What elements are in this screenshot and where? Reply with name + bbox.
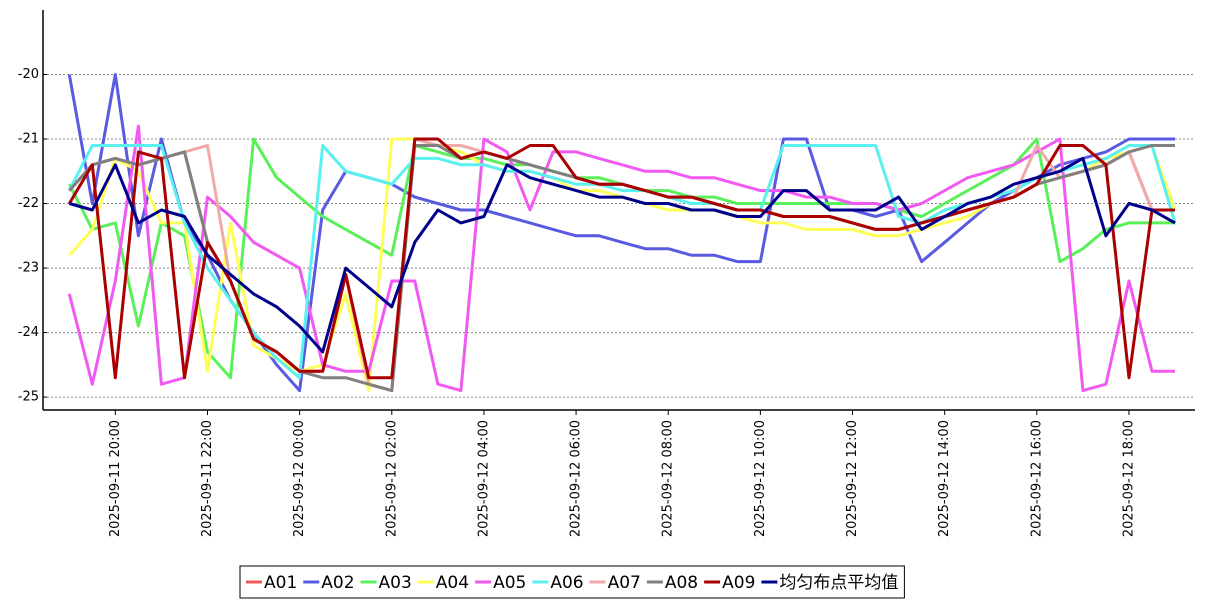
x-tick-label: 2025-09-11 22:00 — [200, 420, 215, 537]
x-tick-label: 2025-09-12 10:00 — [753, 420, 768, 537]
y-tick-label: -24 — [18, 325, 39, 340]
legend-label: A05 — [493, 573, 526, 593]
y-tick-label: -25 — [18, 390, 39, 405]
series-line — [67, 137, 1175, 380]
legend-label: A07 — [608, 573, 641, 593]
x-tick-label: 2025-09-12 18:00 — [1121, 420, 1136, 537]
y-tick-label: -22 — [18, 196, 39, 211]
legend-label: A09 — [722, 573, 755, 593]
x-tick-label: 2025-09-12 04:00 — [476, 420, 491, 537]
series-line — [68, 156, 1176, 354]
legend-label: A06 — [550, 573, 583, 593]
legend-box — [239, 565, 905, 599]
series-line — [67, 124, 1175, 393]
y-tick-label: -23 — [18, 261, 39, 276]
legend-label: A01 — [264, 573, 297, 593]
legend-label: A02 — [321, 573, 354, 593]
legend-label: 均匀布点平均值 — [779, 573, 898, 593]
x-tick-label: 2025-09-11 20:00 — [108, 420, 123, 537]
x-tick-label: 2025-09-12 06:00 — [569, 420, 584, 537]
x-tick-label: 2025-09-12 08:00 — [661, 420, 676, 537]
series-line — [68, 137, 1175, 393]
legend-label: A03 — [379, 573, 412, 593]
y-tick-label: -21 — [18, 132, 39, 147]
series-line — [68, 137, 1175, 393]
legend-label: A08 — [665, 573, 698, 593]
x-tick-label: 2025-09-12 02:00 — [384, 420, 399, 537]
x-tick-label: 2025-09-12 16:00 — [1029, 420, 1044, 537]
legend-label: A04 — [436, 573, 469, 593]
x-tick-label: 2025-09-12 12:00 — [845, 420, 860, 537]
x-tick-label: 2025-09-12 00:00 — [292, 420, 307, 537]
series-line — [68, 137, 1177, 393]
x-tick-label: 2025-09-12 14:00 — [937, 420, 952, 537]
y-tick-label: -20 — [18, 67, 39, 82]
series-line — [68, 137, 1175, 380]
